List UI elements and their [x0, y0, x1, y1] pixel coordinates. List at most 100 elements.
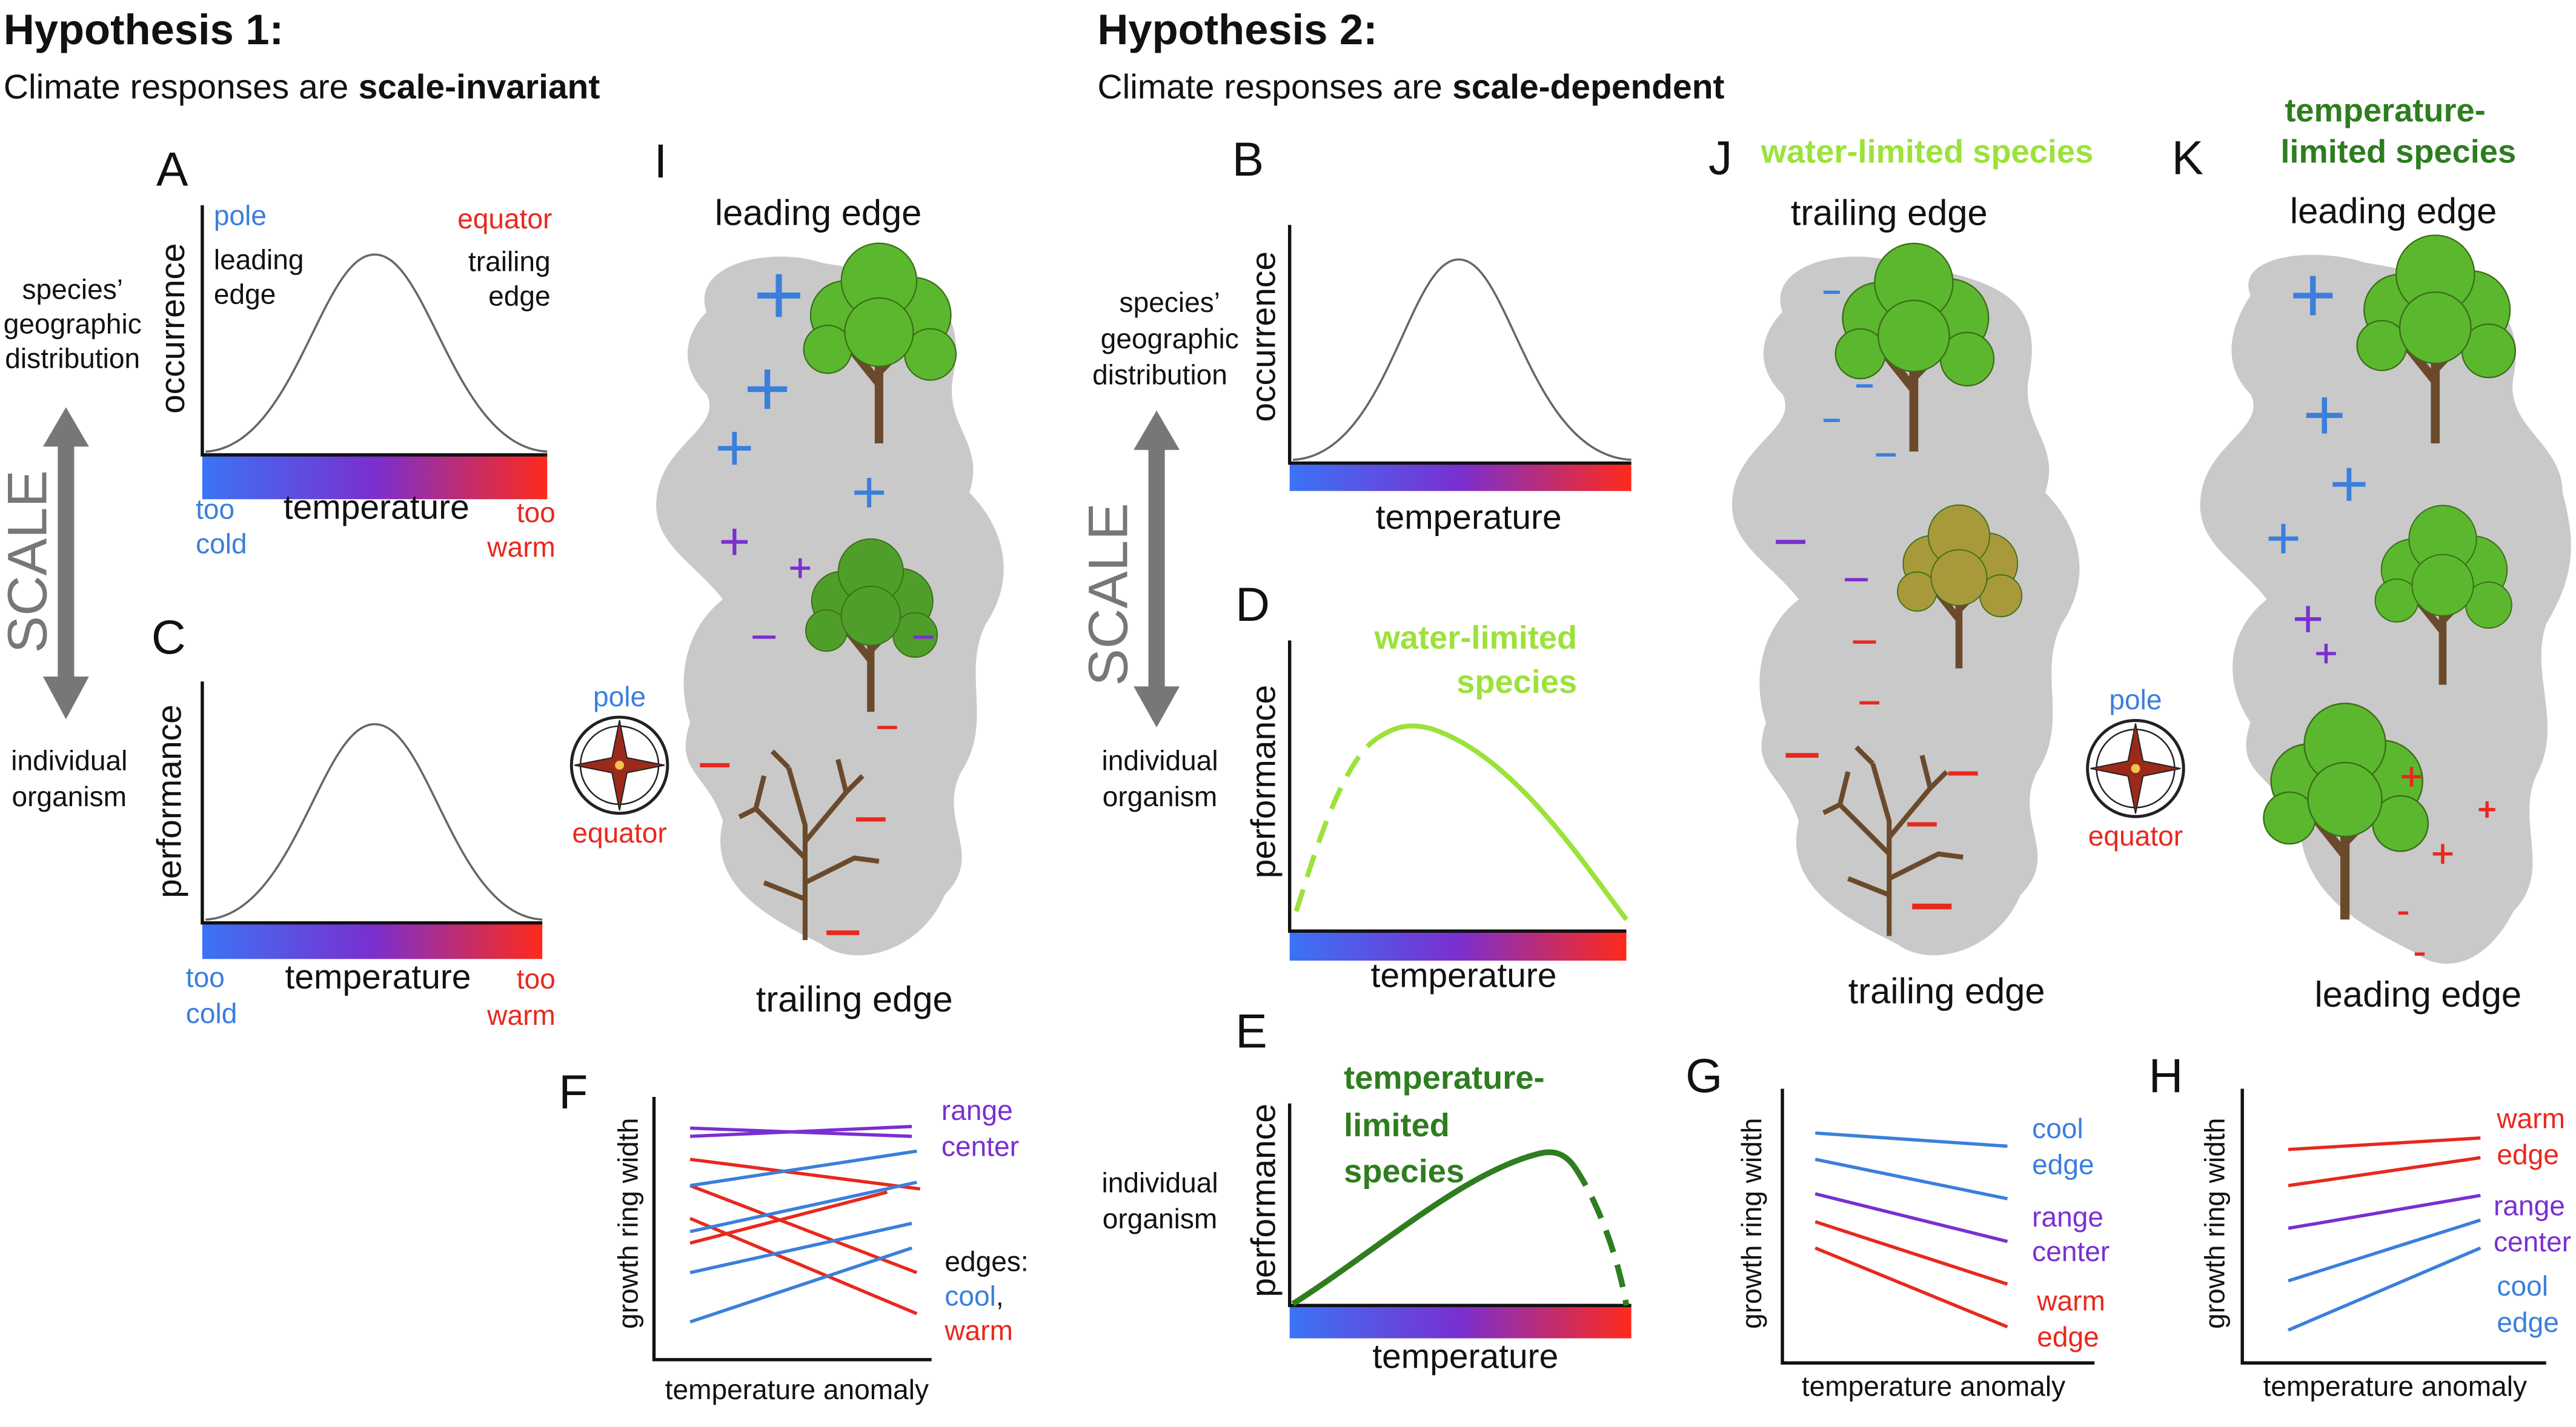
- cool-label: cool: [944, 1280, 996, 1311]
- curve: [1293, 258, 1632, 461]
- y-axis-label: performance: [150, 704, 189, 898]
- scale-top: species’: [22, 273, 122, 305]
- plus-sign: [854, 477, 885, 508]
- species-label: species: [1456, 664, 1577, 700]
- plus-sign: [2268, 523, 2299, 554]
- plus-sign: [2316, 643, 2336, 664]
- line-shape: [689, 1149, 917, 1188]
- plus-sign: [2432, 844, 2453, 864]
- y-axis-label: growth ring width: [612, 1118, 643, 1329]
- temperature-bar: [1289, 463, 1632, 491]
- panel-letter: C: [151, 611, 186, 664]
- leading-label: edge: [214, 279, 276, 310]
- warm-label: warm: [486, 999, 556, 1031]
- plus-sign: [2293, 276, 2333, 316]
- pole-label: pole: [214, 199, 267, 231]
- center-label: range: [941, 1094, 1013, 1126]
- compass-south: equator: [2088, 820, 2183, 852]
- scale-column: species’ geographic distribution individ…: [0, 273, 142, 812]
- scale-bottom: organism: [1103, 781, 1218, 812]
- compass: [571, 717, 668, 813]
- x-axis-label: temperature anomaly: [1802, 1370, 2065, 1402]
- plus-sign: [721, 528, 748, 555]
- scale-top: geographic: [1101, 323, 1239, 354]
- edges-label: edges:: [944, 1245, 1028, 1277]
- hypothesis-title: Hypothesis 2:: [1098, 5, 1378, 53]
- plus-sign: [2306, 397, 2343, 434]
- warm-label: warm: [486, 531, 556, 563]
- y-axis-label: performance: [1244, 1104, 1283, 1297]
- hypothesis-title: Hypothesis 1:: [4, 5, 284, 53]
- line-shape: [1815, 1131, 2008, 1148]
- x-axis-label: temperature anomaly: [665, 1374, 929, 1405]
- line-shape: [1814, 1157, 2008, 1200]
- emphasis: scale-invariant: [359, 68, 600, 107]
- trailing-label: edge: [488, 280, 551, 311]
- y-axis-label: growth ring width: [2199, 1118, 2230, 1329]
- plus-sign: [757, 274, 800, 317]
- center-label: center: [941, 1131, 1019, 1162]
- center-label: range: [2032, 1201, 2103, 1233]
- plus-sign: [718, 432, 751, 465]
- curve: [1291, 1149, 1576, 1306]
- compass-north: pole: [593, 681, 646, 712]
- line-shape: [2288, 1136, 2481, 1151]
- panel-letter: K: [2172, 131, 2203, 184]
- panel-letter: B: [1232, 133, 1264, 186]
- species-label: limited species: [2280, 133, 2516, 170]
- trend-lines: [1814, 1131, 2008, 1329]
- y-axis-label: growth ring width: [1736, 1118, 1767, 1329]
- center-label: center: [2032, 1236, 2110, 1267]
- scale-label: SCALE: [0, 470, 58, 653]
- scale-arrow: [1134, 410, 1180, 728]
- line-shape: [1814, 1246, 2008, 1329]
- warm-label: warm: [2036, 1285, 2105, 1317]
- temperature-bar: [202, 922, 543, 959]
- axes: [1288, 640, 1627, 933]
- x-axis-label: temperature anomaly: [2263, 1370, 2527, 1402]
- x-axis-label: temperature: [284, 488, 470, 527]
- edge-label: trailing edge: [756, 979, 953, 1019]
- trend-lines: [689, 1125, 921, 1324]
- scale-bottom: individual: [1101, 745, 1218, 776]
- plus-sign: [748, 369, 788, 409]
- compass-north: pole: [2109, 684, 2162, 715]
- curve-extrapolated: [1293, 740, 1373, 912]
- species-label: species: [1344, 1153, 1464, 1190]
- equator-label: equator: [457, 203, 552, 234]
- species-label: temperature-: [1344, 1060, 1544, 1096]
- line-shape: [689, 1190, 888, 1245]
- panel-letter: I: [654, 134, 667, 188]
- warm-label: edge: [2497, 1139, 2559, 1170]
- panel-letter: F: [559, 1065, 588, 1119]
- scale-arrow: [42, 407, 89, 720]
- species-label: water-limited species: [1761, 133, 2093, 170]
- hypothesis-statement: Climate responses are scale-invariant: [4, 68, 600, 107]
- cool-label: cool: [2032, 1113, 2083, 1144]
- plus-sign: [2402, 767, 2422, 787]
- edge-label: trailing edge: [1791, 192, 1988, 233]
- plus-sign: [2332, 468, 2366, 501]
- statement: Climate responses are: [1098, 68, 1442, 107]
- curve: [205, 253, 548, 453]
- scale-label: SCALE: [1077, 503, 1139, 686]
- temperature-bar: [202, 454, 548, 500]
- scale-top: distribution: [5, 342, 140, 374]
- panel-letter: H: [2149, 1049, 2183, 1102]
- center-label: center: [2494, 1226, 2571, 1257]
- center-label: range: [2494, 1190, 2565, 1221]
- y-axis-label: performance: [1244, 685, 1283, 879]
- x-axis-label: temperature: [1371, 956, 1557, 995]
- comma: ,: [996, 1280, 1004, 1311]
- axes: [201, 205, 548, 457]
- x-axis-label: temperature: [1372, 1337, 1558, 1376]
- cold-label: too: [196, 494, 234, 525]
- panel-letter: J: [1708, 131, 1732, 184]
- edge-label: leading edge: [2290, 191, 2497, 231]
- axes: [2240, 1088, 2546, 1365]
- line-shape: [690, 1125, 912, 1138]
- line-shape: [1814, 1220, 2008, 1286]
- edge-label: leading edge: [2315, 974, 2522, 1015]
